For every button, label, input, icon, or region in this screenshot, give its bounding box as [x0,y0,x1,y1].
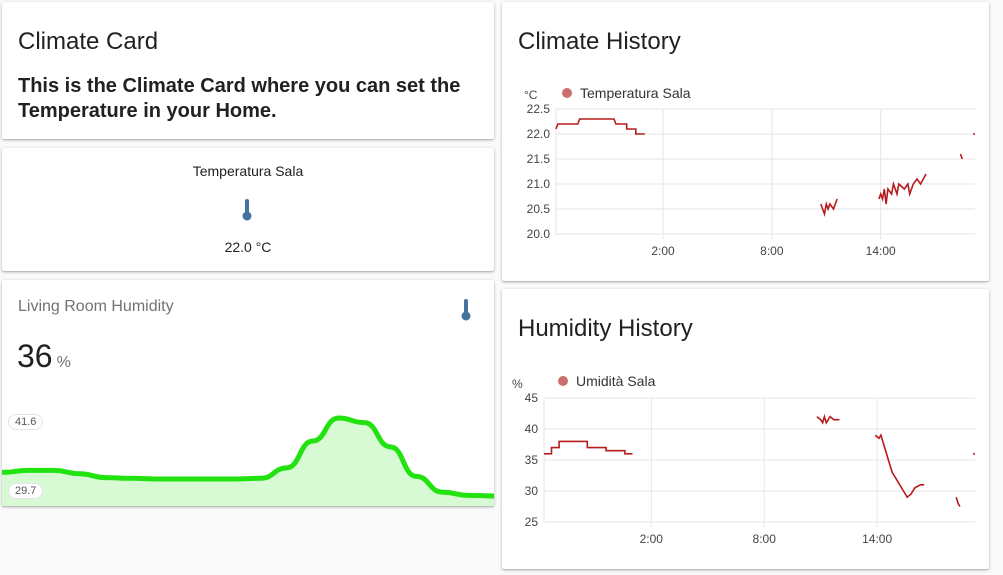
series-line[interactable] [878,173,927,205]
graph-max-label: 41.6 [8,414,44,430]
y-tick-label: 22.0 [527,127,551,141]
y-tick-label: 21.5 [527,152,551,166]
y-tick-label: 21.0 [527,177,551,191]
sensor-name: Living Room Humidity [18,298,174,315]
markdown-card: Climate Card This is the Climate Card wh… [2,2,494,139]
sensor-unit: % [56,354,71,371]
y-axis-unit: °C [524,88,538,102]
y-tick-label: 35 [525,453,539,467]
y-tick-label: 30 [525,484,539,498]
humidity-history-chart[interactable]: %45 40 35 30 25 2:00 8:00 14:00 [502,289,989,569]
sensor-graph [2,415,494,506]
sensor-value: 36 [17,338,53,374]
chart-legend[interactable]: Temperatura Sala [562,84,691,102]
card-title: Climate History [518,28,681,55]
entity-state: 22.0 °C [224,239,272,255]
graph-min-label: 29.7 [8,483,44,499]
y-tick-label: 20.0 [527,227,551,241]
series-line[interactable] [955,496,961,507]
humidity-history-card: Humidity History Umidità Sala % 45 40 35 30 2… [502,289,989,569]
y-tick-label: 20.5 [527,202,551,216]
graph-fill [2,418,494,506]
series-line[interactable] [874,433,925,499]
x-tick-label: 14:00 [862,532,892,546]
thermometer-icon [459,298,473,327]
legend-label: Umidità Sala [576,372,656,389]
climate-history-chart[interactable]: °C22.5 22.0 21.5 21.0 20.5 20.0 2:00 8:00 14:00 [502,2,989,281]
chart-legend[interactable]: Umidità Sala [558,372,655,390]
y-tick-label: 22.5 [527,102,551,116]
humidity-sensor-card[interactable]: Living Room Humidity 36% 41.6 29.7 [2,280,494,506]
x-tick-label: 14:00 [866,244,896,258]
y-tick-label: 40 [525,422,539,436]
climate-history-card: Climate History Temperatura Sala °C 22.5 2… [502,2,989,281]
y-tick-label: 45 [525,391,539,405]
x-tick-label: 2:00 [651,244,675,258]
series-line[interactable] [820,198,838,217]
series-line[interactable] [544,440,633,455]
sensor-state: 36% [17,338,71,375]
y-axis-unit: % [512,377,523,391]
graph-line [2,415,494,499]
x-tick-label: 2:00 [640,532,664,546]
entity-name: Temperatura Sala [192,163,304,179]
markdown-content: This is the Climate Card where you can s… [18,75,461,122]
thermostat-card[interactable]: Temperatura Sala 22.0 °C [2,148,494,271]
card-title: Climate Card [18,28,159,55]
card-title: Humidity History [518,315,693,342]
series-line[interactable] [816,413,840,425]
legend-dot [562,87,572,98]
thermometer-icon [240,198,254,227]
legend-label: Temperatura Sala [580,84,691,101]
series-line[interactable] [555,118,645,135]
y-tick-label: 25 [525,515,539,529]
x-tick-label: 8:00 [753,532,777,546]
series-line[interactable] [959,153,964,160]
x-tick-label: 8:00 [760,244,784,258]
legend-dot [558,375,568,386]
